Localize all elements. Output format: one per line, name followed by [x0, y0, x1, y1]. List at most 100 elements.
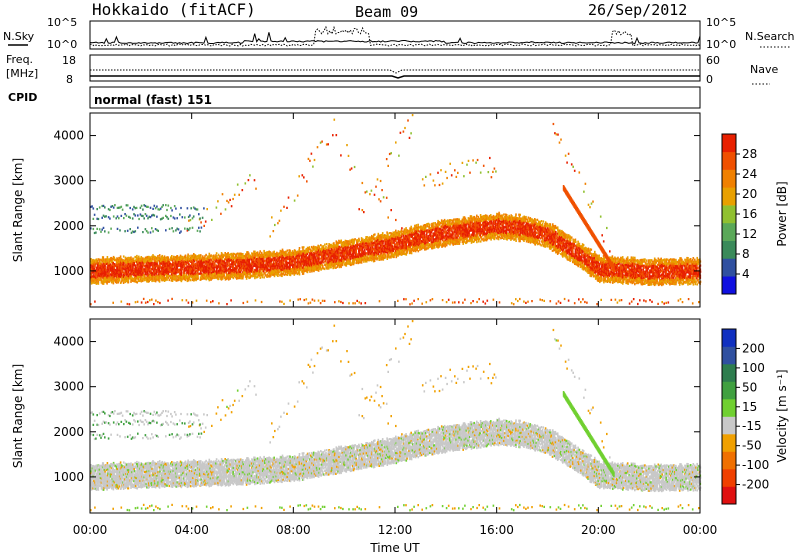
- power-cell: [223, 270, 226, 273]
- power-cell: [186, 277, 189, 280]
- power-cell: [103, 279, 106, 282]
- power-cell: [305, 258, 308, 261]
- power-cell: [320, 255, 323, 258]
- power-cell: [128, 262, 130, 266]
- power-cell: [293, 273, 296, 276]
- power-cell: [105, 258, 107, 262]
- power-cell: [266, 251, 268, 254]
- power-cell: [152, 274, 154, 277]
- power-cell: [253, 254, 256, 257]
- power-cell: [281, 264, 284, 267]
- power-cell: [247, 258, 250, 261]
- power-cell: [352, 252, 355, 256]
- power-cell: [324, 243, 326, 246]
- power-cell: [275, 271, 277, 274]
- power-cell: [254, 264, 256, 267]
- power-cell: [239, 260, 242, 263]
- power-cell: [243, 273, 245, 276]
- power-cell: [203, 258, 205, 261]
- power-cell: [152, 254, 154, 257]
- power-cell: [169, 270, 171, 273]
- power-cell: [93, 281, 95, 284]
- power-cell: [240, 259, 243, 262]
- power-cell: [212, 256, 215, 259]
- power-cell: [312, 255, 314, 258]
- power-cell: [281, 272, 284, 276]
- power-cell: [501, 236, 504, 239]
- power-cell: [253, 260, 256, 263]
- power-cell: [392, 249, 394, 252]
- power-cell: [377, 242, 379, 246]
- power-cell: [178, 276, 181, 279]
- power-cell: [234, 256, 237, 259]
- power-cell: [119, 257, 122, 260]
- power-cell: [166, 258, 169, 261]
- power-cell: [244, 273, 246, 276]
- power-cell: [461, 222, 463, 225]
- power-cell: [166, 272, 169, 275]
- power-cell: [310, 256, 312, 259]
- power-cell: [302, 272, 305, 275]
- power-cell: [235, 257, 238, 260]
- power-cell: [297, 257, 300, 260]
- power-cell: [136, 261, 138, 264]
- power-cell: [266, 257, 269, 260]
- power-cell: [229, 259, 232, 262]
- power-cell: [90, 278, 92, 281]
- power-cell: [306, 250, 308, 253]
- power-cell: [265, 270, 267, 273]
- power-cell: [195, 277, 197, 280]
- power-cell: [430, 239, 432, 242]
- power-cell: [105, 271, 107, 274]
- power-cell: [312, 259, 315, 262]
- power-cell: [449, 225, 452, 228]
- power-cell: [433, 224, 435, 227]
- power-cell: [356, 247, 358, 250]
- power-cell: [169, 266, 172, 269]
- power-cell: [127, 271, 130, 274]
- power-cell: [490, 226, 493, 229]
- power-cell: [179, 260, 182, 263]
- power-cell: [258, 258, 261, 261]
- power-cell: [285, 252, 287, 255]
- power-cell: [240, 273, 243, 276]
- power-cell: [141, 271, 143, 274]
- power-cell: [397, 248, 399, 251]
- power-cell: [307, 263, 310, 266]
- power-cell: [120, 272, 123, 275]
- power-cell: [110, 256, 113, 260]
- power-cell: [280, 270, 283, 273]
- power-cell: [151, 277, 153, 281]
- power-cell: [115, 279, 118, 282]
- power-cell: [338, 255, 340, 259]
- power-cell: [110, 258, 113, 262]
- power-cell: [148, 261, 150, 265]
- power-cell: [210, 268, 213, 271]
- power-cell: [145, 256, 147, 259]
- power-cell: [387, 237, 389, 240]
- power-cell: [208, 277, 210, 280]
- power-cell: [288, 251, 291, 254]
- power-cell: [318, 245, 320, 248]
- power-cell: [132, 272, 135, 275]
- power-cell: [195, 279, 197, 282]
- power-cell: [180, 275, 183, 279]
- noise-sky-label: N.Sky: [3, 30, 35, 43]
- power-cell: [295, 253, 298, 256]
- power-cell: [157, 275, 159, 278]
- power-cell: [205, 253, 207, 256]
- power-cell: [475, 216, 477, 219]
- power-cell: [145, 278, 148, 282]
- power-cell: [151, 275, 153, 279]
- power-cell: [249, 275, 252, 278]
- power-cell: [289, 269, 292, 273]
- power-cell: [265, 262, 267, 265]
- power-cell: [132, 269, 134, 272]
- power-cell: [178, 268, 181, 271]
- power-cell: [144, 264, 146, 268]
- power-cell: [176, 269, 179, 272]
- power-cell: [142, 257, 144, 260]
- power-cell: [414, 227, 416, 230]
- power-cell: [290, 251, 292, 255]
- power-cell: [333, 242, 335, 245]
